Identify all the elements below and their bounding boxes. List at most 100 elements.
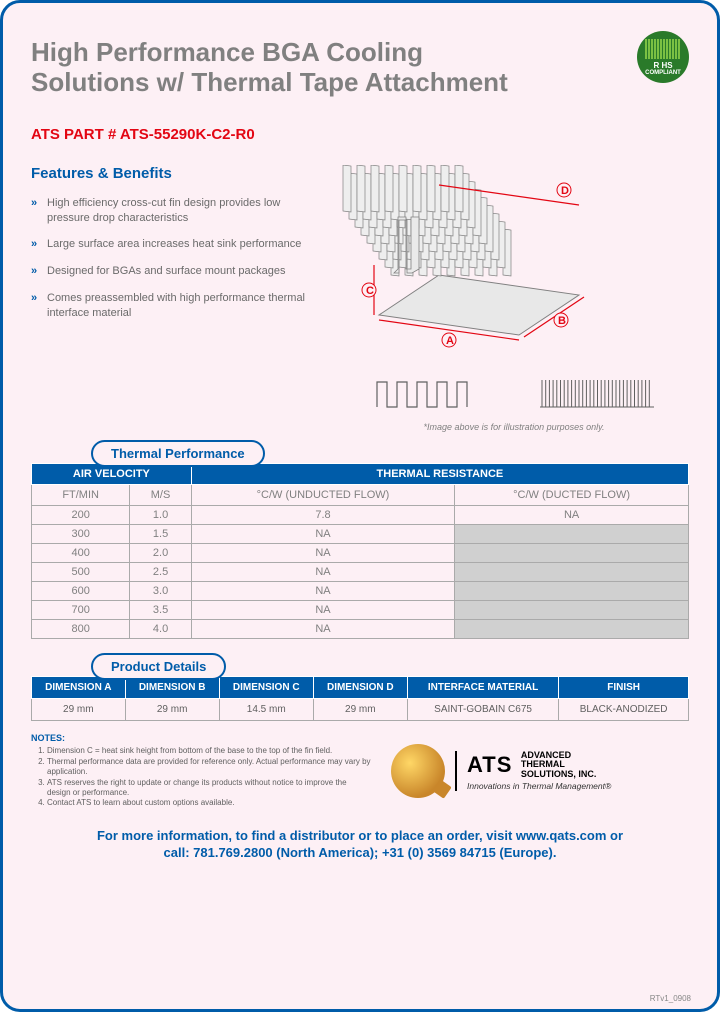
table-cell: NA	[191, 619, 454, 638]
sub-unducted: °C/W (UNDUCTED FLOW)	[191, 484, 454, 505]
table-cell: 4.0	[130, 619, 192, 638]
table-row: 8004.0NA	[32, 619, 689, 638]
logo-area: ATS ADVANCED THERMAL SOLUTIONS, INC. Inn…	[391, 733, 689, 809]
diagram-caption: *Image above is for illustration purpose…	[339, 422, 689, 432]
svg-text:D: D	[561, 185, 569, 197]
content-row: Features & Benefits High efficiency cros…	[31, 165, 689, 432]
details-header: DIMENSION C	[219, 676, 313, 698]
notes-row: NOTES: Dimension C = heat sink height fr…	[31, 733, 689, 809]
diagram-column: A B C D // draw fin grid as thin paralle…	[339, 165, 689, 432]
footer-line-1: For more information, to find a distribu…	[97, 828, 623, 843]
feature-item: Designed for BGAs and surface mount pack…	[31, 264, 321, 279]
table-cell: NA	[191, 524, 454, 543]
table-row: 5002.5NA	[32, 562, 689, 581]
feature-item: High efficiency cross-cut fin design pro…	[31, 196, 321, 226]
rohs-badge: R HS COMPLIANT	[637, 31, 689, 83]
table-cell: NA	[191, 562, 454, 581]
table-cell: 800	[32, 619, 130, 638]
table-cell	[455, 562, 689, 581]
note-item: Dimension C = heat sink height from bott…	[47, 746, 371, 756]
thermal-tab: Thermal Performance	[91, 440, 265, 467]
table-cell: 2.5	[130, 562, 192, 581]
details-section: Product Details DIMENSION ADIMENSION BDI…	[31, 653, 689, 721]
note-item: Contact ATS to learn about custom option…	[47, 798, 371, 808]
fin-profiles: (function(){const s=document.querySelect…	[339, 372, 689, 412]
logo-tagline: Innovations in Thermal Management®	[467, 781, 611, 791]
logo-text: ATS ADVANCED THERMAL SOLUTIONS, INC. Inn…	[455, 751, 611, 791]
thermal-section: Thermal Performance AIR VELOCITY THERMAL…	[31, 440, 689, 639]
title-line-2: Solutions w/ Thermal Tape Attachment	[31, 67, 508, 97]
datasheet-page: R HS COMPLIANT High Performance BGA Cool…	[0, 0, 720, 1012]
notes-block: NOTES: Dimension C = heat sink height fr…	[31, 733, 371, 809]
details-cell: 29 mm	[125, 698, 219, 720]
table-row: 2001.07.8NA	[32, 505, 689, 524]
features-list: High efficiency cross-cut fin design pro…	[31, 196, 321, 321]
svg-text:C: C	[366, 285, 374, 297]
features-heading: Features & Benefits	[31, 165, 321, 182]
table-cell: 200	[32, 505, 130, 524]
table-row: 7003.5NA	[32, 600, 689, 619]
feature-item: Comes preassembled with high performance…	[31, 291, 321, 321]
note-item: Thermal performance data are provided fo…	[47, 757, 371, 778]
details-header: INTERFACE MATERIAL	[407, 676, 558, 698]
rohs-bars-icon	[645, 39, 681, 59]
thermal-table: AIR VELOCITY THERMAL RESISTANCE FT/MIN M…	[31, 463, 689, 639]
sub-ms: M/S	[130, 484, 192, 505]
logo-full: ADVANCED THERMAL SOLUTIONS, INC.	[521, 751, 597, 779]
details-header: DIMENSION D	[313, 676, 407, 698]
th-thermal-resistance: THERMAL RESISTANCE	[191, 463, 688, 484]
heatsink-diagram: A B C D // draw fin grid as thin paralle…	[339, 165, 599, 355]
table-cell: NA	[191, 543, 454, 562]
svg-text:B: B	[558, 315, 566, 327]
table-row: 6003.0NA	[32, 581, 689, 600]
sub-ftmin: FT/MIN	[32, 484, 130, 505]
part-number: ATS PART # ATS-55290K-C2-R0	[31, 126, 689, 143]
table-cell: NA	[191, 600, 454, 619]
notes-heading: NOTES:	[31, 733, 65, 743]
profile-sparse-icon	[372, 372, 472, 412]
details-header: FINISH	[559, 676, 689, 698]
logo-ats: ATS	[467, 752, 512, 778]
table-cell	[455, 581, 689, 600]
details-table: DIMENSION ADIMENSION BDIMENSION CDIMENSI…	[31, 676, 689, 721]
table-cell: 600	[32, 581, 130, 600]
sub-ducted: °C/W (DUCTED FLOW)	[455, 484, 689, 505]
table-cell	[455, 543, 689, 562]
details-cell: 29 mm	[313, 698, 407, 720]
footer-line-2: call: 781.769.2800 (North America); +31 …	[164, 845, 557, 860]
notes-list: Dimension C = heat sink height from bott…	[31, 746, 371, 808]
details-cell: 29 mm	[32, 698, 126, 720]
table-cell: 2.0	[130, 543, 192, 562]
table-row: 4002.0NA	[32, 543, 689, 562]
table-cell: 700	[32, 600, 130, 619]
page-title: High Performance BGA Cooling Solutions w…	[31, 38, 571, 98]
table-cell: 7.8	[191, 505, 454, 524]
table-cell: 1.0	[130, 505, 192, 524]
details-cell: BLACK-ANODIZED	[559, 698, 689, 720]
q-logo-icon	[391, 744, 445, 798]
feature-item: Large surface area increases heat sink p…	[31, 237, 321, 252]
table-cell: NA	[191, 581, 454, 600]
table-cell: 400	[32, 543, 130, 562]
table-cell	[455, 600, 689, 619]
revision-code: RTv1_0908	[650, 994, 691, 1003]
table-cell: 300	[32, 524, 130, 543]
table-cell: 1.5	[130, 524, 192, 543]
note-item: ATS reserves the right to update or chan…	[47, 778, 371, 799]
title-line-1: High Performance BGA Cooling	[31, 37, 423, 67]
details-cell: SAINT-GOBAIN C675	[407, 698, 558, 720]
features-column: Features & Benefits High efficiency cros…	[31, 165, 321, 432]
table-row: 3001.5NA	[32, 524, 689, 543]
details-tab: Product Details	[91, 653, 226, 680]
rohs-text-top: R HS	[653, 61, 672, 70]
table-cell	[455, 524, 689, 543]
table-cell: 3.0	[130, 581, 192, 600]
details-cell: 14.5 mm	[219, 698, 313, 720]
table-cell: 3.5	[130, 600, 192, 619]
footer-contact: For more information, to find a distribu…	[31, 827, 689, 862]
profile-dense-icon	[537, 372, 657, 412]
rohs-text-bottom: COMPLIANT	[645, 70, 681, 76]
svg-text:A: A	[446, 335, 454, 347]
table-cell	[455, 619, 689, 638]
table-cell: NA	[455, 505, 689, 524]
